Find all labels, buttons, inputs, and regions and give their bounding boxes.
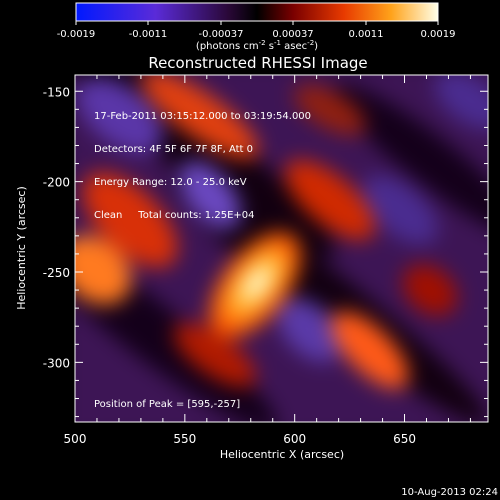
total-counts: Total counts: 1.25E+04 [138,210,255,221]
plot-frame [74,74,489,423]
colorbar-tick-label: 0.00037 [272,29,313,40]
algorithm-label: Clean [94,210,123,221]
colorbar-tick-label: 0.0011 [349,29,384,40]
colorbar-tick-label: -0.0019 [57,29,96,40]
plot-title: Reconstructed RHESSI Image [148,54,367,72]
x-tick-label: 500 [64,432,87,446]
colorbar [75,2,439,22]
info-block: 17-Feb-2011 03:15:12.000 to 03:19:54.000… [94,89,311,232]
y-tick-label: -200 [43,176,70,190]
x-tick-labels: 500 550 600 650 [64,432,416,446]
rhessi-image [75,75,488,422]
y-tick-label: -300 [43,356,70,370]
colorbar-tick-label: 0.0019 [421,29,456,40]
x-tick-label: 600 [283,432,306,446]
colorbar-units: (photons cm-2 s-1 asec-2) [196,39,318,52]
footer-date: 10-Aug-2013 02:24 [401,487,498,498]
x-tick-label: 650 [393,432,416,446]
y-tick-label: -250 [43,266,70,280]
time-range: 17-Feb-2011 03:15:12.000 to 03:19:54.000 [94,111,312,122]
colorbar-tick-labels: -0.0019 -0.0011 -0.00037 0.00037 0.0011 … [57,29,456,40]
y-tick-label: -150 [43,85,70,99]
axis-ticks [74,75,488,422]
x-axis-label: Heliocentric X (arcsec) [220,448,344,461]
clean-counts: Clean Total counts: 1.25E+04 [94,210,311,221]
peak-position: Position of Peak = [595,-257] [94,399,241,410]
colorbar-tick-label: -0.0011 [129,29,168,40]
detectors: Detectors: 4F 5F 6F 7F 8F, Att 0 [94,144,254,155]
y-axis-label: Heliocentric Y (arcsec) [15,186,28,310]
energy-range: Energy Range: 12.0 - 25.0 keV [94,177,247,188]
y-tick-labels: -150 -200 -250 -300 [43,85,70,370]
colorbar-tick-label: -0.00037 [199,29,244,40]
colorbar-ticks [75,21,439,25]
x-tick-label: 550 [173,432,196,446]
